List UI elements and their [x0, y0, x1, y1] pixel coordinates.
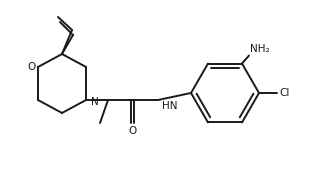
Text: NH₂: NH₂ [250, 43, 270, 53]
Text: O: O [27, 62, 35, 72]
Text: O: O [129, 126, 137, 136]
Text: N: N [91, 97, 99, 107]
Text: HN: HN [162, 101, 178, 111]
Text: Cl: Cl [280, 88, 290, 98]
